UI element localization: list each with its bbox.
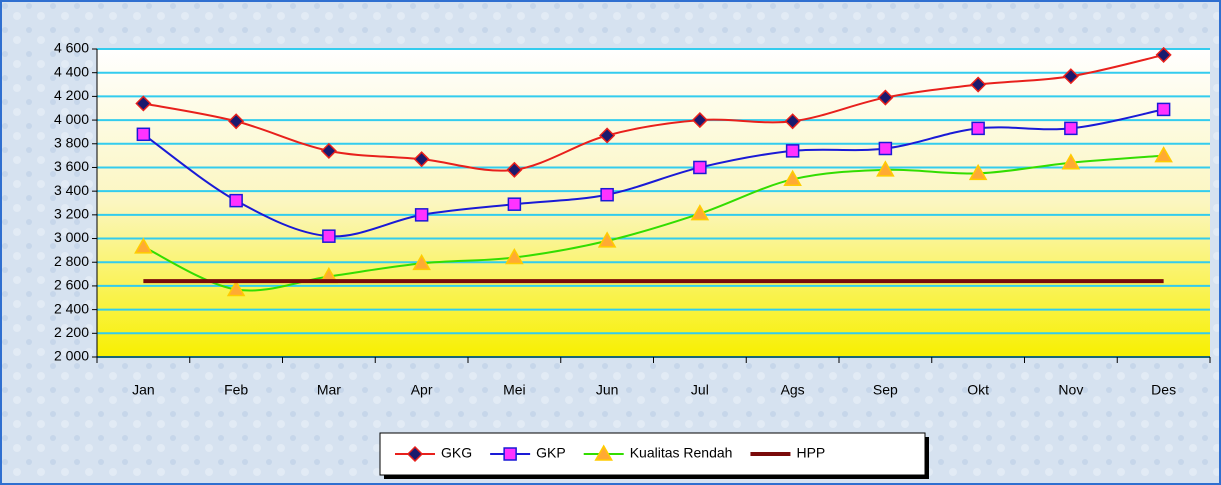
point-marker [784, 113, 801, 130]
point-marker [134, 237, 153, 254]
y-tick-label: 3 600 [54, 158, 89, 174]
legend-label: GKP [536, 445, 566, 461]
point-marker [505, 247, 524, 265]
point-marker [597, 231, 617, 248]
point-marker [1062, 68, 1079, 85]
y-tick-label: 4 000 [54, 111, 89, 127]
point-marker [226, 279, 246, 297]
x-tick-label: Feb [224, 382, 248, 398]
point-marker [877, 89, 894, 106]
x-tick-label: Mei [503, 382, 526, 398]
point-marker [971, 121, 985, 136]
legend-marker [594, 444, 613, 461]
point-marker [1061, 153, 1081, 170]
point-marker [413, 151, 430, 168]
point-marker [322, 229, 336, 243]
y-tick-label: 2 600 [54, 277, 89, 293]
y-tick-label: 3 200 [54, 206, 89, 222]
x-tick-label: Ags [781, 382, 805, 398]
point-marker [320, 142, 337, 159]
point-marker [785, 144, 800, 158]
point-marker [507, 197, 522, 211]
legend-marker [503, 447, 517, 461]
x-tick-label: Jul [691, 382, 709, 398]
point-marker [414, 208, 429, 222]
x-tick-label: Nov [1058, 382, 1083, 398]
point-marker [783, 169, 802, 187]
point-marker [135, 95, 152, 112]
point-marker [878, 141, 893, 156]
y-tick-label: 3 000 [54, 229, 89, 245]
x-tick-label: Okt [967, 382, 989, 398]
y-tick-label: 4 200 [54, 87, 89, 103]
y-tick-label: 2 200 [54, 324, 89, 340]
point-marker [599, 127, 616, 144]
y-tick-label: 2 400 [54, 300, 89, 316]
point-marker [693, 160, 707, 175]
series-line [143, 53, 1164, 172]
x-tick-label: Jun [596, 382, 619, 398]
point-marker [229, 193, 243, 208]
point-marker [691, 112, 708, 129]
point-marker [506, 161, 523, 178]
plot-area [97, 49, 1210, 357]
point-marker [1154, 146, 1173, 163]
legend-label: GKG [441, 445, 472, 461]
y-tick-label: 2 800 [54, 253, 89, 269]
point-marker [690, 204, 710, 221]
x-tick-label: Apr [411, 382, 433, 398]
point-marker [970, 76, 987, 93]
y-tick-label: 3 800 [54, 134, 89, 150]
y-tick-label: 4 600 [54, 40, 89, 56]
legend-label: HPP [796, 445, 825, 461]
point-marker [228, 113, 245, 130]
point-marker [1155, 46, 1172, 63]
y-tick-label: 3 400 [54, 182, 89, 198]
point-marker [136, 127, 151, 142]
y-tick-label: 2 000 [54, 348, 89, 364]
point-marker [412, 253, 431, 271]
y-tick-label: 4 400 [54, 63, 89, 79]
x-tick-label: Sep [873, 382, 898, 398]
legend [379, 432, 926, 476]
point-marker [876, 160, 895, 177]
legend-marker [406, 445, 424, 463]
point-marker [600, 187, 614, 202]
legend-label: Kualitas Rendah [630, 445, 733, 461]
point-marker [1156, 102, 1171, 117]
x-tick-label: Mar [317, 382, 341, 398]
x-tick-label: Des [1151, 382, 1176, 398]
point-marker [1064, 121, 1078, 136]
x-tick-label: Jan [132, 382, 155, 398]
point-marker [968, 163, 988, 181]
